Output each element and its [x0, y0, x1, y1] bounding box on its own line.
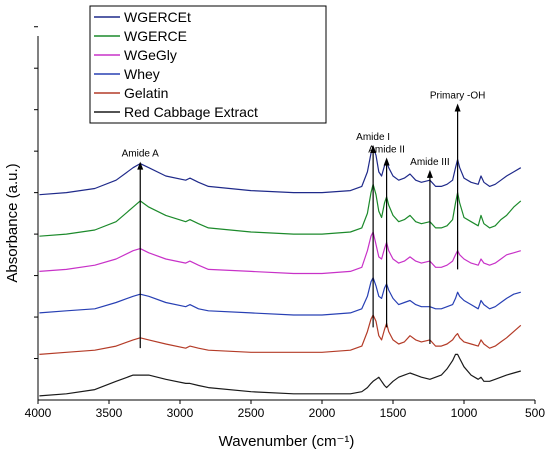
annotation-label-4: Primary -OH [430, 91, 486, 102]
legend-box [89, 5, 327, 124]
legend-label-4: Gelatin [124, 85, 168, 101]
legend: WGERCEt WGERCE WGeGly Whey Gelatin Red Cabbag… [89, 5, 327, 124]
series-line-3 [39, 277, 521, 316]
annotation-label-1: Amide I [356, 132, 390, 143]
y-axis-ticks [34, 26, 38, 360]
legend-label-0: WGERCEt [124, 9, 191, 25]
x-tick-label: 3000 [167, 406, 194, 420]
x-axis-title: Wavenumber (cm⁻¹) [219, 433, 355, 450]
annotation-arrowhead-0 [137, 161, 144, 170]
x-tick-label: 4000 [25, 406, 52, 420]
x-tick-label: 1000 [451, 406, 478, 420]
x-tick-label: 1500 [380, 406, 407, 420]
series-line-2 [39, 231, 521, 275]
annotation-label-2: Amide II [368, 144, 405, 155]
legend-label-3: Whey [124, 66, 160, 82]
annotation-arrowhead-3 [426, 169, 433, 178]
annotation-arrowhead-1 [370, 145, 377, 154]
series-line-5 [39, 353, 521, 397]
series-line-1 [39, 183, 522, 237]
legend-label-2: WGeGly [124, 47, 177, 63]
annotation-label-3: Amide III [410, 157, 449, 168]
annotation-label-0: Amide A [122, 149, 160, 160]
series-line-0 [39, 146, 522, 196]
series-line-4 [39, 314, 522, 355]
y-axis-title: Absorbance (a.u.) [4, 163, 21, 282]
plot-frame [37, 36, 535, 401]
x-axis-ticks: 4000 3500 3000 2500 2000 1500 1000 500 [25, 400, 545, 420]
annotation-arrowhead-4 [454, 103, 461, 112]
x-tick-label: 500 [525, 406, 545, 420]
series-layer [39, 146, 522, 397]
x-tick-label: 3500 [96, 406, 123, 420]
legend-label-1: WGERCE [124, 28, 187, 44]
x-tick-label: 2500 [238, 406, 265, 420]
annotation-arrowhead-2 [383, 157, 390, 166]
x-tick-label: 2000 [309, 406, 336, 420]
legend-label-5: Red Cabbage Extract [124, 104, 258, 120]
